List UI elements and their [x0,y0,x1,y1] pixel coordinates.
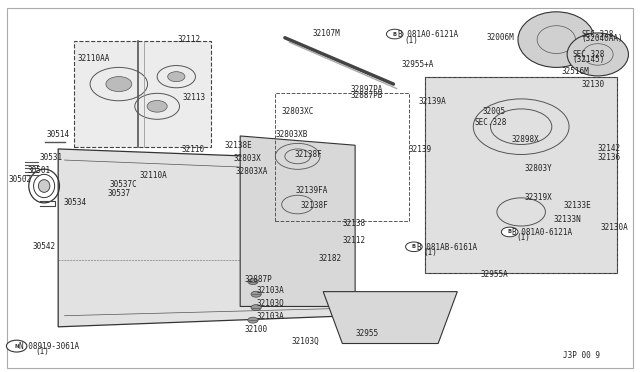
Text: 32112: 32112 [342,236,365,245]
Text: 32103Q: 32103Q [256,299,284,308]
Text: 30537: 30537 [108,189,131,198]
Text: (32145): (32145) [572,55,605,64]
Text: 32136: 32136 [598,153,621,161]
Text: 32138E: 32138E [224,141,252,150]
Text: 32803XC: 32803XC [282,108,314,116]
Polygon shape [58,149,352,327]
Text: (32040AA): (32040AA) [582,34,623,44]
Circle shape [248,279,258,285]
Text: 32110: 32110 [181,145,205,154]
Text: N: N [14,344,19,349]
Text: 32887PB: 32887PB [351,92,383,100]
Text: 32103A: 32103A [256,312,284,321]
Polygon shape [323,292,458,343]
Text: 32319X: 32319X [524,193,552,202]
Text: 32110A: 32110A [140,171,168,180]
Text: 32955+A: 32955+A [402,60,434,69]
Text: 32100: 32100 [244,325,268,334]
Text: 32142: 32142 [598,144,621,153]
Text: N 08919-3061A: N 08919-3061A [19,341,79,350]
Circle shape [168,72,185,82]
Circle shape [387,29,403,39]
Text: 32138: 32138 [342,219,365,228]
Text: B: B [412,244,416,249]
Ellipse shape [567,33,628,76]
Text: 32803XA: 32803XA [236,167,268,176]
Text: 32130: 32130 [582,80,605,89]
Circle shape [251,291,261,297]
Text: B 081AB-6161A: B 081AB-6161A [417,243,477,251]
Text: 30537C: 30537C [109,180,137,189]
Text: 32182: 32182 [319,254,342,263]
Text: 32133N: 32133N [553,215,581,224]
Text: (1): (1) [424,248,437,257]
Text: B: B [393,32,397,36]
Text: 32133E: 32133E [564,201,592,210]
Polygon shape [240,136,355,307]
Text: 32898X: 32898X [511,135,540,144]
Text: 32803Y: 32803Y [524,164,552,173]
Text: 32138F: 32138F [301,201,328,210]
Text: 32803XB: 32803XB [275,130,308,140]
Text: B 081A0-6121A: B 081A0-6121A [398,30,458,39]
Text: 32130A: 32130A [601,223,628,232]
Text: (1): (1) [36,347,50,356]
Bar [275,93,410,221]
Text: 32803X: 32803X [234,154,262,163]
Text: 32103Q: 32103Q [291,337,319,346]
Ellipse shape [518,12,595,67]
Text: 32138F: 32138F [294,150,322,159]
Text: 32103A: 32103A [256,286,284,295]
Text: (1): (1) [516,233,531,243]
Circle shape [147,100,167,112]
Circle shape [248,317,258,323]
Text: B: B [508,230,511,234]
Circle shape [6,340,27,352]
Text: 32139A: 32139A [419,97,447,106]
Text: 30542: 30542 [33,241,56,250]
Text: 32516M: 32516M [561,67,589,76]
Text: 32139FA: 32139FA [296,186,328,195]
Text: SEC.328: SEC.328 [572,50,605,59]
Ellipse shape [38,180,50,192]
Polygon shape [426,77,617,273]
Text: 30514: 30514 [47,129,70,139]
Text: 32887P: 32887P [244,275,273,284]
Text: B 081A0-6121A: B 081A0-6121A [511,228,572,237]
Circle shape [406,242,422,251]
Text: 32110AA: 32110AA [77,54,109,62]
Text: 32006M: 32006M [486,33,514,42]
Text: 32112: 32112 [177,35,201,44]
Text: SEC.328: SEC.328 [582,29,614,39]
Text: SEC.328: SEC.328 [474,119,507,128]
Circle shape [106,77,132,92]
Bar [74,41,211,147]
Bar [426,77,617,273]
Text: 30502: 30502 [8,175,31,184]
Text: (1): (1) [404,36,418,45]
Text: 32113: 32113 [182,93,206,102]
Text: 32139: 32139 [408,145,431,154]
Text: 32005: 32005 [483,108,506,116]
Text: J3P 00 9: J3P 00 9 [563,351,600,360]
Text: 32107M: 32107M [312,29,340,38]
Circle shape [501,227,518,237]
Text: 32955A: 32955A [481,270,509,279]
Text: 30501: 30501 [28,166,51,174]
Text: 30531: 30531 [39,153,62,161]
Circle shape [251,305,261,311]
Text: 32955: 32955 [355,329,378,338]
Text: 32897PA: 32897PA [351,85,383,94]
Text: 30534: 30534 [63,198,86,207]
